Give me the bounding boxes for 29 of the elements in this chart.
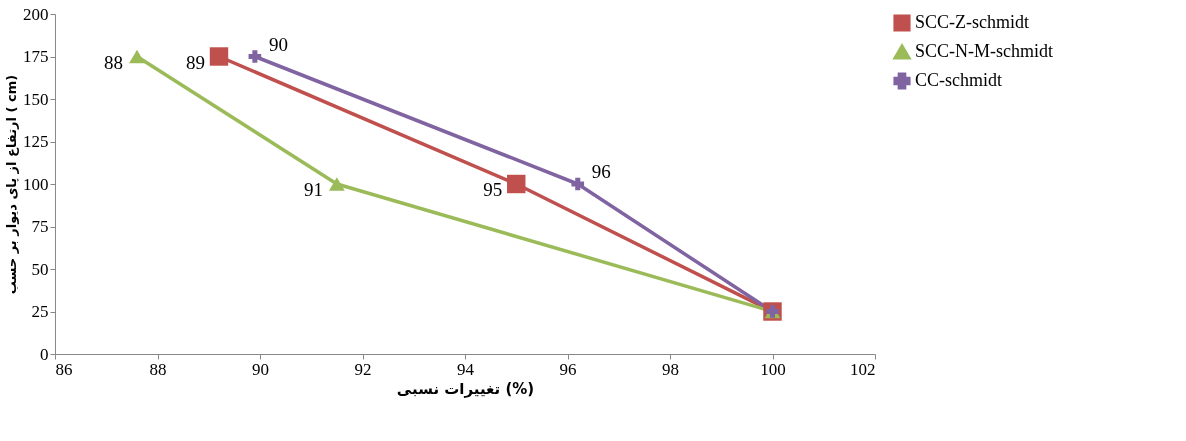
y-tick-label: 125 [23,132,49,151]
x-axis-title: تغییرات نسبی (%) [396,379,535,398]
legend-label: CC-schmidt [915,70,1003,90]
x-tick-label: 86 [55,359,73,379]
annotation: 89 [186,51,205,73]
x-tick-label: 88 [149,359,167,379]
annotation: 91 [303,179,323,200]
y-tick-label: 75 [31,217,49,236]
x-tick-label: 100 [760,359,786,379]
x-tick-label: 92 [354,359,372,379]
annotation: 96 [591,161,611,182]
y-tick-label: 100 [23,174,49,194]
legend-label: SCC-N-M-schmidt [915,41,1054,61]
annotation: 95 [483,179,503,200]
y-tick-label: 200 [23,4,49,24]
legend-label: SCC-Z-schmidt [915,12,1030,32]
annotation: 88 [104,51,123,73]
y-tick-label: 0 [40,344,49,364]
y-tick-label: 50 [31,259,49,279]
y-axis-title: ارتفاع از پای دیوار بر حسب ( cm) [4,74,19,295]
y-tick-label: 175 [23,47,49,66]
x-tick-label: 96 [559,359,577,379]
y-tick-label: 25 [31,302,49,321]
x-tick-label: 98 [662,359,679,379]
x-tick-label: 102 [850,359,876,379]
x-tick-label: 94 [457,359,475,379]
x-tick-label: 90 [252,359,269,379]
y-tick-label: 150 [23,89,49,109]
annotation: 90 [268,33,288,55]
